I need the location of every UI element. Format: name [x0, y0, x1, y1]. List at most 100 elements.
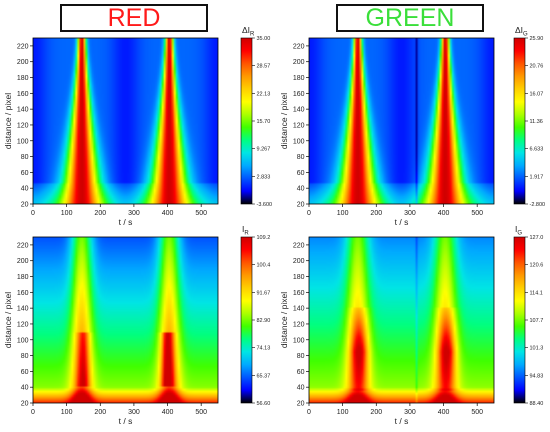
x-axis-label-intensity-green: t / s	[395, 416, 409, 426]
colorbar-tick-label-intensity-green-3: 107.7	[530, 318, 544, 324]
colorbar-tick-label-intensity-green-4: 101.3	[530, 346, 544, 352]
heatmap-intensity-green	[309, 237, 494, 403]
colorbar-tick-label-delta-green-2: 16.07	[530, 91, 544, 97]
y-tick-label-intensity-green-40: 40	[297, 385, 305, 392]
y-tick-label-delta-green-100: 100	[293, 138, 305, 145]
y-tick-label-delta-red-20: 20	[21, 202, 29, 209]
y-tick-label-intensity-red-140: 140	[17, 306, 29, 313]
y-tick-label-intensity-red-60: 60	[21, 369, 29, 376]
x-tick-label-delta-green-300: 300	[404, 210, 416, 217]
x-tick-label-delta-red-500: 500	[195, 210, 207, 217]
colorbar-tick-label-intensity-red-6: 56.60	[257, 401, 271, 407]
colorbar-title-main-intensity-green: I	[515, 224, 517, 234]
y-tick-label-delta-red-140: 140	[17, 107, 29, 114]
x-tick-label-delta-red-400: 400	[162, 210, 174, 217]
colorbar-title-delta-red: ΔIR	[242, 25, 255, 38]
y-tick-label-intensity-red-80: 80	[21, 353, 29, 360]
x-tick-label-delta-red-200: 200	[94, 210, 106, 217]
y-tick-label-delta-green-120: 120	[293, 122, 305, 129]
colorbar-tick-label-delta-red-6: -3.600	[257, 202, 273, 208]
colorbar-tick-label-intensity-green-2: 114.1	[530, 290, 543, 296]
x-tick-label-delta-red-100: 100	[61, 210, 73, 217]
y-tick-label-delta-green-80: 80	[297, 154, 305, 161]
x-tick-label-delta-green-200: 200	[370, 210, 382, 217]
y-axis-label-intensity-red: distance / pixel	[3, 292, 13, 348]
colorbar-tick-label-intensity-red-4: 74.13	[257, 346, 271, 352]
colorbar-title-delta-green: ΔIG	[515, 25, 528, 38]
y-tick-label-delta-green-20: 20	[297, 202, 305, 209]
plot-frame-delta-green	[308, 37, 495, 205]
colorbar-tick-label-delta-red-4: 9.267	[257, 147, 271, 153]
colorbar-title-intensity-red: IR	[242, 224, 249, 237]
x-tick-label-intensity-green-100: 100	[337, 409, 349, 416]
y-tick-label-intensity-green-220: 220	[293, 242, 305, 249]
y-tick-label-intensity-red-20: 20	[21, 401, 29, 408]
y-tick-label-delta-green-40: 40	[297, 186, 305, 193]
colorbar-delta-green	[513, 37, 526, 205]
colorbar-tick-label-intensity-red-2: 91.67	[257, 290, 271, 296]
x-tick-label-intensity-red-0: 0	[31, 409, 35, 416]
colorbar-tick-label-delta-red-1: 28.57	[257, 64, 271, 70]
y-tick-label-intensity-red-180: 180	[17, 274, 29, 281]
colorbar-title-main-delta-green: ΔI	[515, 25, 523, 35]
colorbar-tick-label-delta-red-5: 2.833	[257, 174, 271, 180]
panel-intensity-green: 0 100 200 300 400 500 20 40 60 80 100 120 140 160 180 2…	[279, 224, 543, 426]
colorbar-tick-label-delta-red-3: 15.70	[257, 119, 271, 125]
y-tick-label-delta-red-180: 180	[17, 75, 29, 82]
y-tick-label-delta-red-60: 60	[21, 170, 29, 177]
y-tick-label-intensity-green-60: 60	[297, 369, 305, 376]
y-tick-label-intensity-green-80: 80	[297, 353, 305, 360]
x-tick-label-intensity-red-100: 100	[61, 409, 73, 416]
y-axis-label-delta-red: distance / pixel	[3, 93, 13, 149]
y-tick-label-intensity-red-120: 120	[17, 321, 29, 328]
colorbar-tick-label-intensity-green-5: 94.83	[530, 373, 544, 379]
colorbar-title-main-delta-red: ΔI	[242, 25, 250, 35]
colorbar-tick-label-delta-green-5: 1.917	[530, 174, 544, 180]
colorbar-tick-label-intensity-green-6: 88.40	[530, 401, 544, 407]
y-tick-label-intensity-green-160: 160	[293, 290, 305, 297]
y-tick-label-delta-red-40: 40	[21, 186, 29, 193]
x-axis-label-intensity-red: t / s	[119, 416, 133, 426]
y-tick-label-intensity-red-220: 220	[17, 242, 29, 249]
colorbar-tick-label-intensity-red-5: 65.37	[257, 373, 271, 379]
y-tick-label-intensity-red-100: 100	[17, 337, 29, 344]
colorbar-tick-label-delta-green-3: 11.36	[530, 119, 543, 125]
heatmap-delta-green	[309, 38, 494, 204]
x-tick-label-intensity-red-200: 200	[94, 409, 106, 416]
x-tick-label-intensity-green-500: 500	[471, 409, 483, 416]
colorbar-tick-label-intensity-green-1: 120.6	[530, 263, 544, 269]
colorbar-tick-label-intensity-red-0: 109.2	[257, 235, 271, 241]
y-tick-label-intensity-green-20: 20	[297, 401, 305, 408]
colorbar-title-sub-intensity-red: R	[244, 231, 249, 237]
y-tick-label-delta-green-180: 180	[293, 75, 305, 82]
plot-frame-intensity-red	[32, 236, 219, 404]
y-tick-label-intensity-red-200: 200	[17, 258, 29, 265]
colorbar-title-sub-delta-red: R	[250, 32, 255, 38]
x-tick-label-intensity-green-400: 400	[438, 409, 450, 416]
x-tick-label-delta-green-500: 500	[471, 210, 483, 217]
y-tick-label-intensity-green-120: 120	[293, 321, 305, 328]
heatmap-delta-red	[33, 38, 218, 204]
y-tick-label-delta-green-60: 60	[297, 170, 305, 177]
x-tick-label-intensity-green-200: 200	[370, 409, 382, 416]
colorbar-tick-label-delta-green-6: -2.800	[530, 202, 546, 208]
title-red: RED	[60, 4, 208, 32]
colorbar-title-intensity-green: IG	[515, 224, 522, 237]
x-axis-label-delta-red: t / s	[119, 217, 133, 227]
title-green: GREEN	[336, 4, 484, 32]
y-tick-label-delta-red-200: 200	[17, 59, 29, 66]
colorbar-tick-label-delta-green-0: 25.90	[530, 36, 544, 42]
colorbar-tick-label-delta-green-1: 20.76	[530, 64, 544, 70]
colorbar-title-sub-delta-green: G	[523, 32, 528, 38]
x-tick-label-intensity-green-300: 300	[404, 409, 416, 416]
y-tick-label-delta-red-80: 80	[21, 154, 29, 161]
y-tick-label-delta-green-200: 200	[293, 59, 305, 66]
y-tick-label-intensity-green-180: 180	[293, 274, 305, 281]
y-tick-label-intensity-red-40: 40	[21, 385, 29, 392]
panel-delta-green: 0 100 200 300 400 500 20 40 60 80 100 120 140 160 180 2…	[279, 25, 545, 227]
y-tick-label-delta-green-140: 140	[293, 107, 305, 114]
colorbar-tick-label-intensity-red-3: 82.90	[257, 318, 271, 324]
y-tick-label-delta-red-160: 160	[17, 91, 29, 98]
plot-frame-delta-red	[32, 37, 219, 205]
